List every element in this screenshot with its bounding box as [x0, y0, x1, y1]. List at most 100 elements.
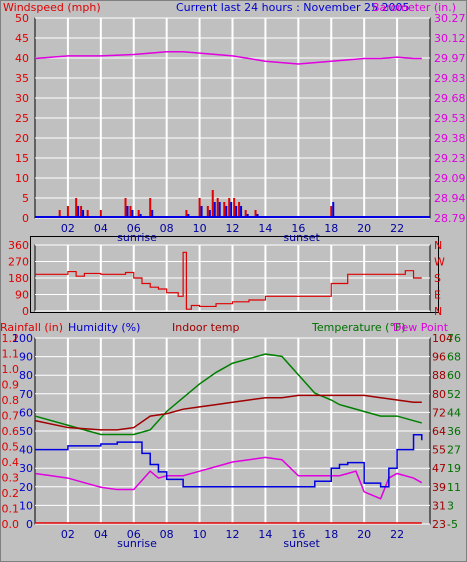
- sunset-label-2: sunset: [283, 537, 320, 550]
- baro-y-tick: 28.94: [434, 192, 466, 205]
- rain-y-tick: 0.9: [2, 379, 20, 392]
- rain-y-tick: 0.8: [2, 394, 20, 407]
- rain-y-tick: 1.0: [2, 363, 20, 376]
- temp-x-tick: 20: [357, 528, 371, 541]
- dir-compass-tick: E: [434, 289, 441, 302]
- indoor-y-tick: 31: [432, 499, 446, 512]
- dir-y-tick: 270: [8, 256, 29, 269]
- temp-x-tick: 22: [390, 528, 404, 541]
- temp-axis-title: Temperature (°F): [311, 321, 406, 334]
- dir-compass-tick: W: [434, 256, 445, 269]
- baro-axis-title: Barometer (in.): [372, 1, 456, 14]
- dir-compass-tick: S: [434, 272, 441, 285]
- humidity-axis-title: Humidity (%): [68, 321, 140, 334]
- wind-axis-title: Windspeed (mph): [3, 1, 101, 14]
- wind-x-tick: 04: [94, 222, 108, 235]
- rain-y-tick: 0.0: [2, 518, 20, 531]
- rain-y-tick: 1.2: [2, 332, 20, 345]
- dir-compass-tick: N: [434, 305, 442, 318]
- wind-x-tick: 14: [258, 222, 272, 235]
- wind-x-tick: 02: [61, 222, 75, 235]
- dir-frame: [30, 236, 439, 313]
- wind-x-tick: 20: [357, 222, 371, 235]
- hum-y-tick: 0: [26, 518, 33, 531]
- indoor-y-tick: 47: [432, 462, 446, 475]
- indoor-y-tick: 64: [432, 425, 446, 438]
- temp-x-tick: 18: [324, 528, 338, 541]
- hum-y-tick: 20: [19, 481, 33, 494]
- wind-y-tick: 5: [22, 192, 29, 205]
- temp-x-tick: 04: [94, 528, 108, 541]
- indoor-y-tick: 55: [432, 444, 446, 457]
- wind-x-tick: 18: [324, 222, 338, 235]
- indoor-y-tick: 104: [432, 332, 453, 345]
- rain-y-tick: 0.1: [2, 503, 20, 516]
- baro-y-tick: 28.79: [434, 212, 466, 225]
- sunset-label-1: sunset: [283, 231, 320, 244]
- hum-y-tick: 30: [19, 462, 33, 475]
- rain-axis-title: Rainfall (in): [0, 321, 63, 334]
- baro-y-tick: 29.09: [434, 172, 466, 185]
- hum-y-tick: 90: [19, 351, 33, 364]
- rain-y-tick: 0.6: [2, 425, 20, 438]
- wind-y-tick: 0: [22, 212, 29, 225]
- wind-x-tick: 22: [390, 222, 404, 235]
- wind-y-tick: 45: [15, 32, 29, 45]
- temp-y-tick: 52: [447, 388, 461, 401]
- barometer-line: [34, 51, 422, 65]
- wind-x-tick: 10: [193, 222, 207, 235]
- wind-y-tick: 40: [15, 52, 29, 65]
- wind-y-tick: 10: [15, 172, 29, 185]
- temp-y-tick: 60: [447, 369, 461, 382]
- temp-y-tick: 3: [447, 499, 454, 512]
- direction-line: [35, 251, 422, 310]
- hum-y-tick: 70: [19, 388, 33, 401]
- wind-y-tick: 50: [15, 12, 29, 25]
- wind-y-tick: 20: [15, 132, 29, 145]
- hum-y-tick: 50: [19, 425, 33, 438]
- temp-x-tick: 06: [127, 528, 141, 541]
- temp-x-tick: 02: [61, 528, 75, 541]
- wind-x-tick: 06: [127, 222, 141, 235]
- indoor-y-tick: 80: [432, 388, 446, 401]
- indoor-y-tick: 96: [432, 351, 446, 364]
- wind-x-tick: 12: [226, 222, 240, 235]
- baro-y-tick: 29.83: [434, 72, 466, 85]
- indoor-y-tick: 88: [432, 369, 446, 382]
- wind-y-tick: 30: [15, 92, 29, 105]
- temp-x-tick: 16: [291, 528, 305, 541]
- humidity-line: [35, 433, 423, 488]
- baro-y-tick: 29.23: [434, 152, 466, 165]
- dir-y-tick: 0: [22, 305, 29, 318]
- dewpoint-line: [34, 456, 423, 500]
- hum-y-tick: 100: [12, 332, 33, 345]
- indoor-axis-title: Indoor temp: [172, 321, 239, 334]
- sunrise-label-1: sunrise: [117, 231, 157, 244]
- temp-y-tick: 19: [447, 462, 461, 475]
- wind-x-tick: 16: [291, 222, 305, 235]
- wind-y-tick: 35: [15, 72, 29, 85]
- wind-y-tick: 25: [15, 112, 29, 125]
- indoor-y-tick: 39: [432, 481, 446, 494]
- rain-y-tick: 0.4: [2, 456, 20, 469]
- baro-y-tick: 30.27: [434, 12, 466, 25]
- hum-y-tick: 80: [19, 369, 33, 382]
- wind-y-tick: 15: [15, 152, 29, 165]
- wind-x-tick: 08: [160, 222, 174, 235]
- dir-y-tick: 180: [8, 272, 29, 285]
- indoor-y-tick: 23: [432, 518, 446, 531]
- baro-y-tick: 29.38: [434, 132, 466, 145]
- temp-y-tick: 68: [447, 351, 461, 364]
- indoor-temp-line: [34, 394, 422, 431]
- plot-layer: 5045403530252015105030.2730.1229.9729.83…: [2, 12, 466, 550]
- rain-y-tick: 0.3: [2, 472, 20, 485]
- temp-x-tick: 08: [160, 528, 174, 541]
- temp-y-tick: -5: [447, 518, 458, 531]
- temp-y-tick: 27: [447, 444, 461, 457]
- temp-x-tick: 14: [258, 528, 272, 541]
- temp-x-tick: 12: [226, 528, 240, 541]
- rain-y-tick: 0.5: [2, 441, 20, 454]
- baro-y-tick: 30.12: [434, 32, 466, 45]
